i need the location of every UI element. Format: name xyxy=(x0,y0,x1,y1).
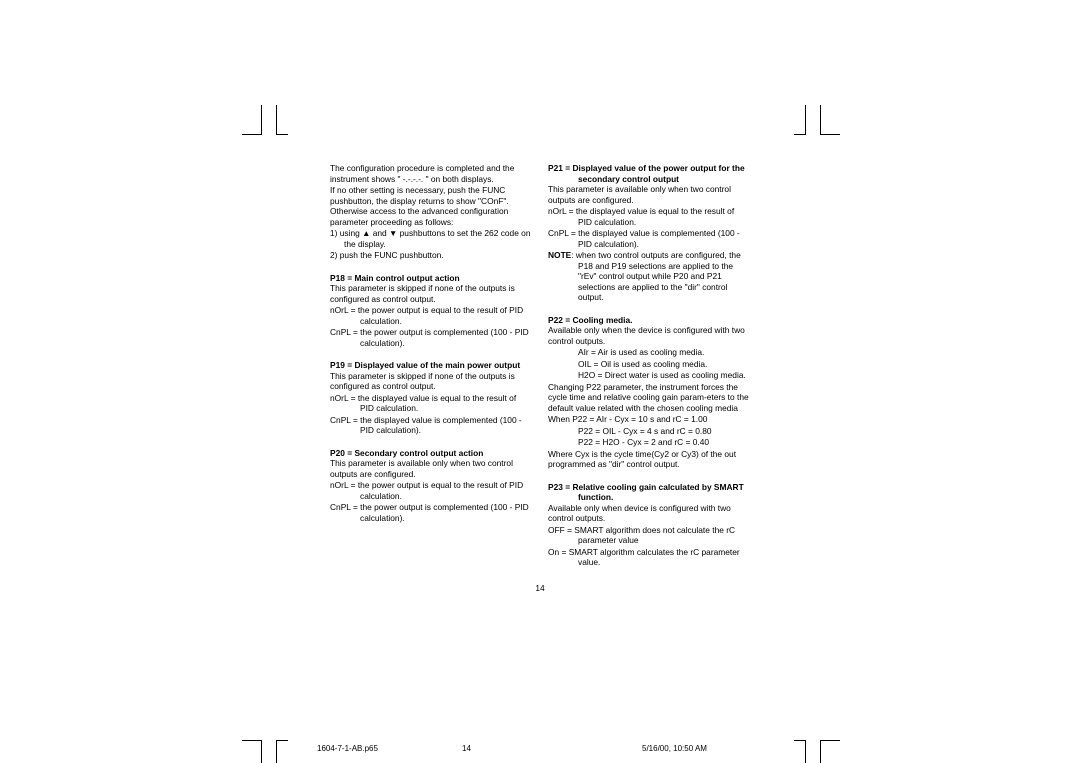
p23-b: OFF = SMART algorithm does not calculate… xyxy=(548,525,750,546)
crop-tr xyxy=(794,105,806,135)
p23-c: On = SMART algorithm calculates the rC p… xyxy=(548,547,750,568)
p18-b: nOrL = the power output is equal to the … xyxy=(330,305,532,326)
p22-b1: AIr = Air is used as cooling media. xyxy=(548,347,750,358)
crop-tr2 xyxy=(820,105,840,135)
crop-tl2 xyxy=(276,105,288,135)
p21-a: This parameter is available only when tw… xyxy=(548,184,750,205)
page-number: 14 xyxy=(330,583,750,593)
p22-d1: When P22 = AIr - Cyx = 10 s and rC = 1.0… xyxy=(548,414,750,425)
p23-heading: P23 = Relative cooling gain calculated b… xyxy=(548,482,750,503)
footer: 1604-7-1-AB.p65 14 5/16/00, 10:50 AM xyxy=(317,744,767,753)
crop-br2 xyxy=(820,740,840,763)
p22-d3: P22 = H2O - Cyx = 2 and rC = 0.40 xyxy=(548,437,750,448)
p20-c: CnPL = the power output is complemented … xyxy=(330,502,532,523)
step-1: 1) using ▲ and ▼ pushbuttons to set the … xyxy=(330,228,532,249)
crop-bl xyxy=(242,740,262,763)
p21-c: CnPL = the displayed value is complement… xyxy=(548,228,750,249)
footer-timestamp: 5/16/00, 10:50 AM xyxy=(642,744,707,753)
footer-filename: 1604-7-1-AB.p65 xyxy=(317,744,462,753)
p19-b: nOrL = the displayed value is equal to t… xyxy=(330,393,532,414)
p18-heading: P18 = Main control output action xyxy=(330,273,532,284)
note-label: NOTE xyxy=(548,250,571,260)
p21-note: NOTE: when two control outputs are confi… xyxy=(548,250,750,303)
p23-a: Available only when device is configured… xyxy=(548,503,750,524)
p18-a: This parameter is skipped if none of the… xyxy=(330,283,532,304)
step-2: 2) push the FUNC pushbutton. xyxy=(330,250,532,261)
p22-heading: P22 = Cooling media. xyxy=(548,315,750,326)
footer-page: 14 xyxy=(462,744,642,753)
crop-br xyxy=(794,740,806,763)
note-text: : when two control outputs are configure… xyxy=(571,250,740,302)
p22-a: Available only when the device is config… xyxy=(548,325,750,346)
crop-tl xyxy=(242,105,262,135)
p22-b2: OIL = Oil is used as cooling media. xyxy=(548,359,750,370)
p19-a: This parameter is skipped if none of the… xyxy=(330,371,532,392)
right-column: P21 = Displayed value of the power outpu… xyxy=(548,163,750,569)
p21-heading: P21 = Displayed value of the power outpu… xyxy=(548,163,750,184)
p22-b3: H2O = Direct water is used as cooling me… xyxy=(548,370,750,381)
intro-2: If no other setting is necessary, push t… xyxy=(330,185,532,227)
p20-b: nOrL = the power output is equal to the … xyxy=(330,480,532,501)
intro-1: The configuration procedure is completed… xyxy=(330,163,532,184)
left-column: The configuration procedure is completed… xyxy=(330,163,532,569)
p21-b: nOrL = the displayed value is equal to t… xyxy=(548,206,750,227)
p18-c: CnPL = the power output is complemented … xyxy=(330,327,532,348)
page-content: The configuration procedure is completed… xyxy=(330,163,750,708)
p20-a: This parameter is available only when tw… xyxy=(330,458,532,479)
p19-heading: P19 = Displayed value of the main power … xyxy=(330,360,532,371)
p20-heading: P20 = Secondary control output action xyxy=(330,448,532,459)
crop-bl2 xyxy=(276,740,288,763)
p22-c: Changing P22 parameter, the instrument f… xyxy=(548,382,750,414)
p22-e: Where Cyx is the cycle time(Cy2 or Cy3) … xyxy=(548,449,750,470)
p22-d2: P22 = OIL - Cyx = 4 s and rC = 0.80 xyxy=(548,426,750,437)
p19-c: CnPL = the displayed value is complement… xyxy=(330,415,532,436)
